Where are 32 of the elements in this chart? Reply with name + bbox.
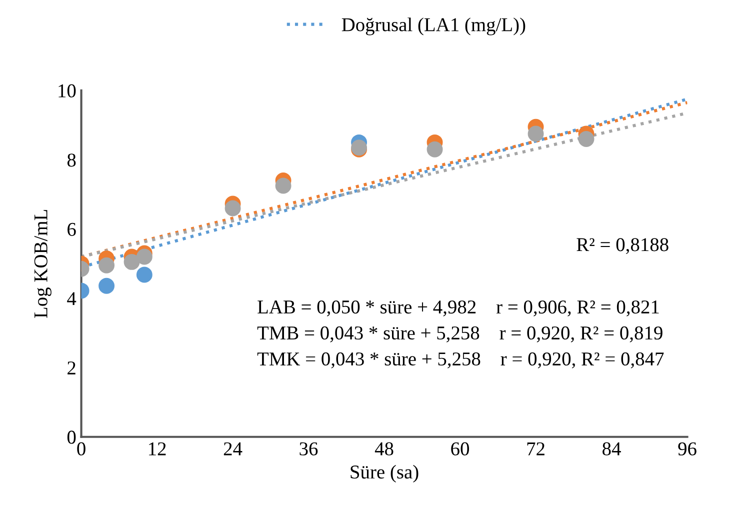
x-tick-label: 0 (77, 442, 86, 456)
point (136, 266, 152, 283)
point (275, 178, 292, 194)
point (578, 130, 594, 147)
x-tick-label: 36 (300, 442, 318, 456)
point (224, 200, 241, 216)
x-tick-label: 84 (602, 442, 621, 456)
y-tick-label: 2 (68, 361, 76, 374)
annotation: TMK = 0,043 * süre + 5,258 r = 0,920, R² = 0,847 (257, 352, 664, 368)
point (98, 257, 115, 274)
x-tick-label: 72 (527, 442, 544, 456)
x-tick-label: 48 (374, 442, 394, 456)
x-tick-label: 60 (451, 442, 470, 456)
y-tick-label: 8 (67, 154, 76, 167)
y-tick-label: 0 (67, 430, 76, 444)
x-tick-label: 24 (224, 442, 242, 456)
legend-label: Doğrusal (LA1 (mg/L)) (342, 18, 526, 36)
y-tick-label: 10 (58, 84, 76, 98)
annotation: TMB = 0,043 * süre + 5,258 r = 0,920, R² = 0,819 (257, 326, 662, 342)
x-axis-title: Süre (sa) (350, 464, 418, 483)
point (136, 248, 152, 265)
y-axis-title: Log KOB/mL (34, 210, 52, 318)
y-tick-label: 4 (67, 292, 76, 306)
y-tick-label: 6 (68, 222, 76, 236)
x-tick-label: 12 (149, 442, 166, 456)
annotation: R² = 0,8188 (576, 238, 668, 254)
point (98, 278, 115, 294)
x-tick-label: 96 (678, 442, 696, 456)
point (426, 141, 443, 158)
point (124, 254, 140, 270)
point (528, 126, 544, 142)
annotation: LAB = 0,050 * süre + 4,982 r = 0,906, R² = 0,821 (258, 300, 659, 316)
